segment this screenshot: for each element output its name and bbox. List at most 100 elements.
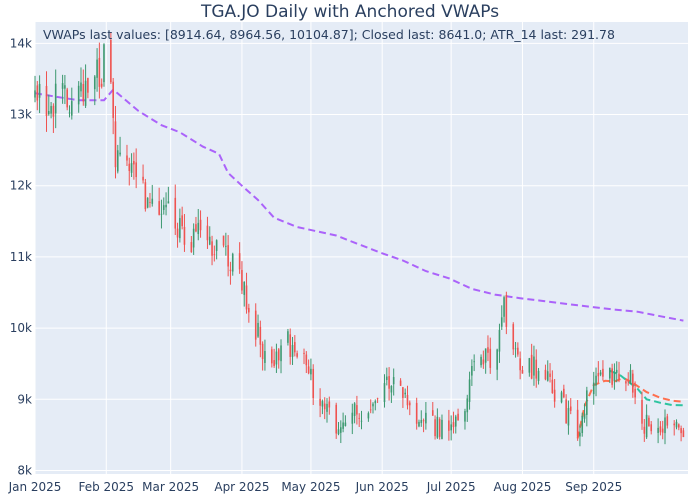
candle-body — [80, 82, 82, 92]
candle-body — [208, 236, 211, 245]
candle-body — [505, 294, 508, 327]
candle-body — [512, 324, 515, 350]
candle-body — [399, 380, 402, 386]
x-tick-label: Apr 2025 — [214, 480, 269, 494]
candle-body — [50, 106, 52, 114]
candle-body — [158, 201, 160, 215]
candle-body — [222, 235, 225, 246]
candle-body — [457, 413, 459, 421]
candle-body — [195, 224, 197, 232]
candle-body — [227, 245, 229, 267]
candle-body — [615, 369, 618, 373]
candle-body — [438, 419, 441, 437]
candle-body — [565, 399, 567, 424]
candle-body — [257, 322, 259, 337]
candle-body — [425, 412, 427, 424]
vwap-line-2 — [609, 369, 684, 407]
candle-body — [602, 368, 604, 377]
candle-body — [369, 409, 372, 411]
candle-body — [415, 402, 418, 424]
vwap-line-3 — [34, 88, 684, 322]
candle-body — [487, 347, 489, 353]
candle-body — [93, 76, 96, 90]
candle-body — [179, 218, 181, 239]
candle-body — [551, 379, 554, 393]
candle-body — [165, 204, 167, 208]
candle-body — [385, 376, 388, 381]
candle-body — [356, 405, 358, 415]
x-tick-label: Jun 2025 — [355, 480, 409, 494]
candle-body — [549, 373, 551, 377]
candle-body — [553, 389, 556, 402]
candle-body — [535, 359, 538, 379]
candle-body — [36, 85, 39, 101]
vwap-line-1 — [576, 376, 684, 439]
candle-body — [47, 110, 50, 115]
candle-body — [581, 415, 584, 434]
candle-body — [420, 419, 423, 424]
candle-body — [579, 432, 581, 437]
candle-body — [521, 369, 524, 374]
candle-body — [289, 334, 292, 357]
candle-body — [326, 403, 328, 412]
candle-body — [480, 356, 482, 366]
candle-body — [342, 422, 344, 429]
candle-body — [533, 356, 535, 376]
candle-body — [66, 89, 68, 108]
candle-body — [130, 163, 133, 173]
candle-body — [323, 403, 326, 410]
candle-body — [503, 297, 505, 317]
candle-body — [215, 240, 218, 251]
candle-body — [468, 379, 471, 402]
candle-body — [592, 382, 595, 395]
candle-body — [231, 253, 234, 272]
candle-body — [402, 387, 404, 398]
candle-body — [454, 416, 457, 427]
candle-body — [248, 307, 250, 313]
candle-body — [259, 326, 262, 345]
candle-body — [183, 226, 186, 245]
y-tick-label: 8k — [17, 463, 32, 477]
candle-body — [376, 398, 379, 400]
candle-body — [530, 354, 533, 379]
candle-body — [245, 285, 248, 310]
candle-body — [142, 176, 144, 181]
candle-body — [340, 427, 342, 433]
candle-body — [528, 358, 531, 373]
candle-body — [567, 408, 570, 426]
candle-body — [319, 398, 321, 406]
candle-body — [358, 417, 361, 419]
candle-body — [560, 392, 563, 403]
candle-body — [367, 413, 370, 419]
candle-body — [408, 402, 411, 406]
candle-body — [238, 253, 241, 270]
candle-body — [114, 121, 117, 168]
candle-body — [167, 201, 170, 204]
candle-body — [659, 426, 662, 433]
candle-body — [498, 329, 501, 352]
candle-body — [68, 112, 71, 114]
candle-body — [471, 366, 473, 376]
candle-body — [664, 417, 666, 434]
candle-body — [303, 352, 305, 354]
candle-body — [657, 427, 659, 433]
y-tick-label: 11k — [10, 250, 32, 264]
candle-body — [45, 85, 48, 117]
candle-body — [597, 373, 600, 377]
candle-body — [96, 59, 98, 78]
candle-body — [328, 401, 331, 408]
candle-body — [482, 359, 485, 365]
candle-body — [275, 351, 278, 365]
candle-body — [563, 388, 565, 398]
candle-body — [197, 222, 200, 235]
candle-body — [87, 77, 89, 93]
candle-body — [344, 422, 347, 426]
candle-body — [273, 360, 275, 366]
candle-body — [645, 414, 648, 438]
candle-body — [206, 225, 209, 241]
candle-body — [61, 83, 64, 89]
candle-body — [372, 403, 374, 407]
x-tick-label: Jan 2025 — [8, 480, 62, 494]
candle-body — [149, 202, 151, 203]
